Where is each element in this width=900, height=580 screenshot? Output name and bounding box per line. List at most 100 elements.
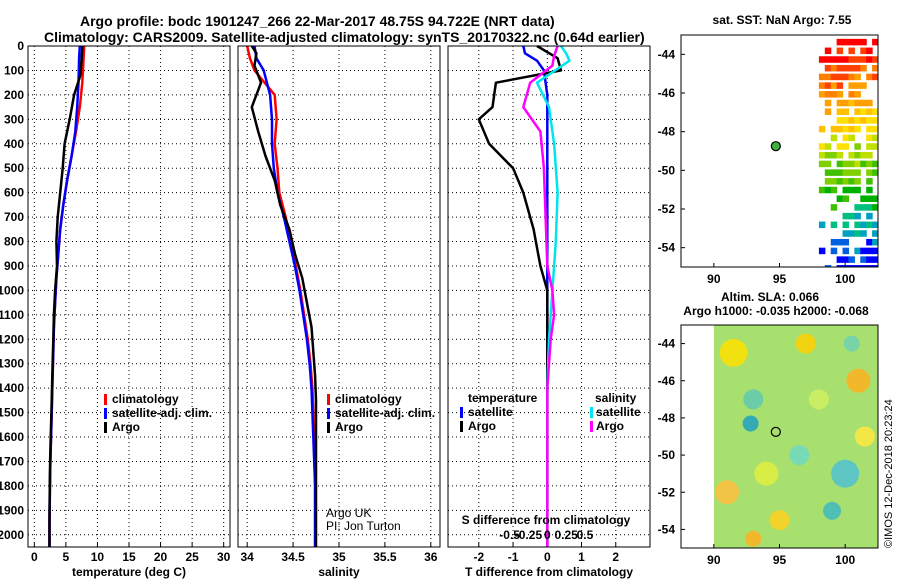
y-tick-label: 900: [4, 259, 24, 273]
sst-cell: [824, 151, 832, 159]
sst-cell: [830, 56, 838, 63]
sst-cell: [836, 73, 844, 81]
sst-cell: [848, 47, 855, 55]
y-tick-label: 500: [4, 161, 24, 175]
series-line-satellite-adj-clim-: [253, 45, 317, 547]
legend-label: Argo: [468, 419, 496, 433]
sst-cell: [836, 47, 844, 55]
series-line-argo: [48, 45, 84, 547]
map-x-tick-label: 95: [773, 553, 787, 567]
y-tick-label: 1200: [0, 332, 24, 346]
axes-frame: [27, 45, 231, 548]
sst-cell: [872, 247, 878, 255]
x-tick-label: 30: [217, 550, 231, 564]
sst-cell: [866, 108, 873, 115]
x-tick-label: 1: [578, 550, 585, 564]
sst-cell: [836, 169, 844, 176]
map-x-tick-label: 100: [835, 272, 855, 286]
sst-cell: [842, 265, 850, 267]
sst-cell: [848, 82, 855, 89]
sst-cell: [842, 186, 850, 194]
legend-swatch: [590, 407, 593, 418]
sst-cell: [824, 47, 832, 55]
sla-blob: [854, 426, 875, 447]
sst-cell: [830, 64, 838, 72]
y-tick-label: 1700: [0, 454, 24, 468]
sst-cell: [824, 186, 832, 194]
series-line-argo: [250, 45, 318, 547]
map-y-tick-label: -50: [658, 448, 676, 462]
sst-cell: [866, 134, 873, 142]
sst-cell: [866, 186, 873, 194]
sst-cell: [866, 47, 873, 55]
sst-cell: [866, 247, 873, 255]
sst-cell: [848, 151, 855, 159]
x-tick-label: 0: [544, 550, 551, 564]
y-tick-label: 2000: [0, 528, 24, 542]
sst-cell: [848, 73, 855, 81]
sst-cell: [818, 160, 826, 168]
sla-blob: [789, 445, 810, 466]
sst-cell: [866, 212, 873, 220]
annotation-pi: PI: Jon Turton: [326, 519, 401, 533]
sst-cell: [818, 56, 826, 63]
sst-cell: [854, 247, 861, 255]
sst-cell: [818, 221, 826, 229]
sst-cell: [860, 247, 867, 255]
sst-cell: [848, 91, 855, 98]
sst-cell: [842, 134, 850, 142]
sst-cell: [830, 186, 838, 194]
sst-cell: [830, 73, 838, 81]
sst-cell: [830, 91, 838, 98]
y-tick-label: 200: [4, 88, 24, 102]
sst-cell: [848, 99, 855, 107]
series-line-temperature-satellite: [522, 45, 549, 547]
sst-cell: [872, 230, 878, 237]
sst-cell: [878, 169, 885, 176]
sst-cell: [836, 238, 844, 246]
sst-cell: [836, 265, 844, 267]
sst-cell: [866, 221, 873, 229]
sst-cell: [878, 126, 885, 133]
map-y-tick-label: -52: [658, 202, 676, 216]
sst-cell: [866, 204, 873, 211]
sst-cell: [836, 117, 844, 124]
y-tick-label: 1900: [0, 503, 24, 517]
sst-cell: [854, 221, 861, 229]
sst-cell: [860, 230, 867, 237]
map-x-tick-label: 100: [835, 553, 855, 567]
sst-cell: [854, 56, 861, 63]
sst-cell: [830, 82, 838, 89]
sst-cell: [866, 195, 873, 202]
sst-cell: [860, 82, 867, 89]
x-tick-label: 0: [31, 550, 38, 564]
x-tick-label: 34.5: [281, 550, 305, 564]
legend-label: satellite-adj. clim.: [335, 406, 435, 420]
sst-cell: [854, 82, 861, 89]
sst-cell: [866, 265, 873, 267]
sst-cell: [872, 38, 878, 46]
sst-cell: [872, 256, 878, 263]
sst-cell: [842, 99, 850, 107]
sst-cell: [824, 64, 832, 72]
y-tick-label: 400: [4, 137, 24, 151]
sst-cell: [878, 213, 885, 220]
legend-swatch: [460, 407, 463, 418]
sst-cell: [848, 265, 855, 267]
sst-cell: [866, 99, 873, 107]
sst-cell: [836, 82, 844, 89]
map-y-tick-label: -48: [658, 125, 676, 139]
sst-cell: [878, 161, 885, 168]
sst-cell: [830, 125, 838, 133]
sst-cell: [848, 186, 855, 194]
sst-cell: [872, 204, 878, 211]
sst-cell: [818, 247, 826, 255]
map-sla-title-2: Argo h1000: -0.035 h2000: -0.068: [683, 304, 869, 318]
title-line-2: Climatology: CARS2009. Satellite-adjuste…: [44, 29, 645, 45]
map-y-tick-label: -54: [658, 241, 676, 255]
sst-cell: [872, 56, 878, 63]
sst-cell: [824, 99, 832, 107]
sst-cell: [842, 73, 850, 81]
sst-cell: [818, 151, 826, 159]
